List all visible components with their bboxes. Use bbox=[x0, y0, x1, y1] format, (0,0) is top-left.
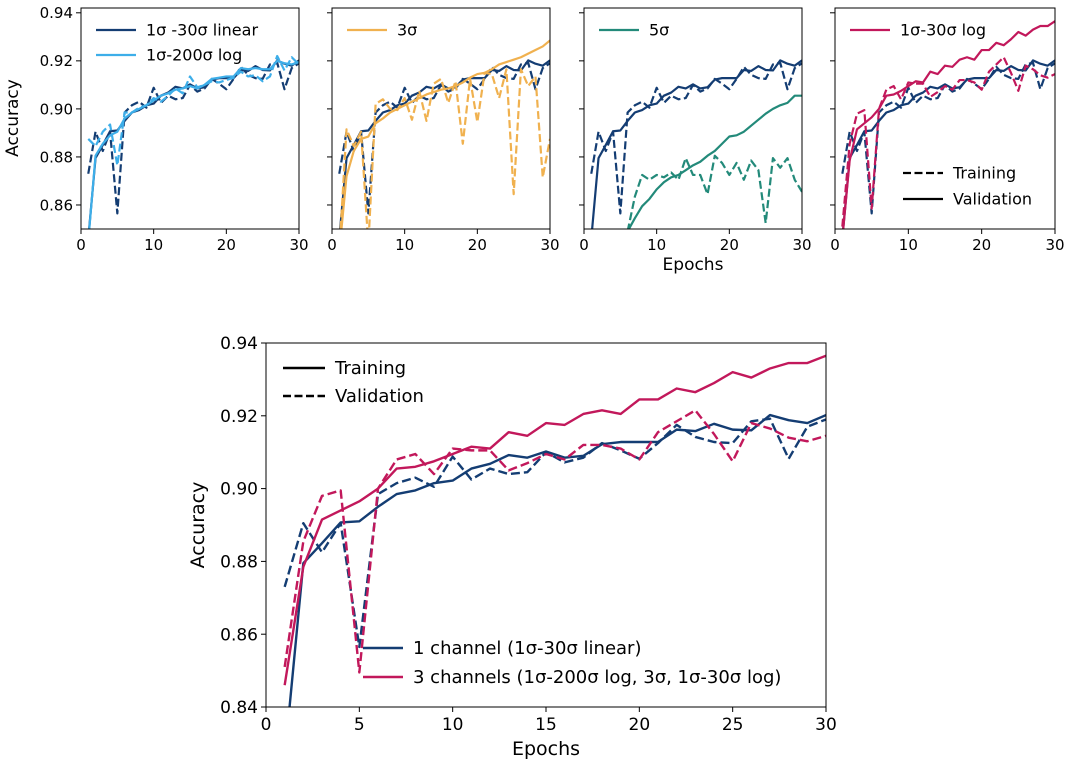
y-tick-label: 0.88 bbox=[220, 553, 258, 573]
y-tick-label: 0.90 bbox=[220, 480, 258, 500]
series-line-3 bbox=[627, 94, 802, 229]
chart-panel-2: 0 10 20 30 3σ bbox=[327, 7, 560, 254]
y-tick-label: 0.92 bbox=[220, 407, 258, 427]
chart-panel-3: 0 10 20 30 Epochs 5σ bbox=[579, 7, 812, 275]
x-axis-label: Epochs bbox=[512, 738, 580, 760]
series-line-4 bbox=[841, 56, 1055, 227]
legend-label: 3 channels (1σ-200σ log, 3σ, 1σ-30σ log) bbox=[413, 667, 781, 688]
legend-label: 1σ-30σ log bbox=[900, 20, 986, 39]
series-line-3 bbox=[88, 59, 299, 229]
chart-panel-5: 0 5 10 15 20 25 30 0.84 0.86 0.88 0.90 0.92 0.94 Accu… bbox=[187, 334, 837, 760]
series-group bbox=[590, 59, 802, 229]
series-group bbox=[841, 20, 1055, 229]
x-tick-label: 30 bbox=[815, 715, 837, 735]
series-line-2 bbox=[590, 61, 802, 215]
y-axis-label: Accuracy bbox=[3, 79, 23, 157]
x-tick-label: 0 bbox=[579, 236, 589, 254]
x-tick-label: 10 bbox=[647, 236, 666, 254]
legend-label: 3σ bbox=[397, 20, 417, 39]
style-legend-label: Training bbox=[952, 163, 1016, 182]
y-axis-label: Accuracy bbox=[187, 482, 209, 569]
series-line-2 bbox=[283, 417, 826, 649]
chart-panel-4: 0 10 20 30 1σ-30σ log Training Validation bbox=[830, 7, 1065, 254]
y-tick-label: 0.92 bbox=[40, 52, 73, 70]
x-tick-label: 10 bbox=[395, 236, 414, 254]
y-tick-label: 0.94 bbox=[220, 334, 258, 354]
x-tick-label: 15 bbox=[535, 715, 557, 735]
x-tick-label: 30 bbox=[289, 236, 308, 254]
x-tick-label: 10 bbox=[144, 236, 163, 254]
x-tick-label: 10 bbox=[899, 236, 918, 254]
series-line-1 bbox=[591, 59, 802, 229]
series-line-1 bbox=[842, 59, 1055, 229]
x-tick-label: 30 bbox=[540, 236, 559, 254]
x-tick-label: 20 bbox=[720, 236, 739, 254]
style-legend-label: Validation bbox=[953, 189, 1032, 208]
y-tick-label: 0.86 bbox=[220, 625, 258, 645]
series-line-3 bbox=[283, 354, 826, 686]
chart-panel-1: 0 10 20 30 0.86 0.88 0.90 0.92 0.94 Accuracy 1σ -3… bbox=[3, 4, 309, 254]
plot-frame bbox=[80, 7, 300, 230]
series-line-1 bbox=[288, 413, 826, 707]
style-legend: Training Validation bbox=[903, 163, 1032, 208]
plot-frame bbox=[834, 7, 1056, 230]
x-tick-label: 20 bbox=[972, 236, 991, 254]
series-line-4 bbox=[87, 54, 299, 167]
x-tick-label: 5 bbox=[354, 715, 365, 735]
x-tick-label: 30 bbox=[792, 236, 811, 254]
series-line-2 bbox=[338, 61, 550, 215]
x-tick-label: 25 bbox=[722, 715, 744, 735]
plot-frame bbox=[331, 7, 551, 230]
series-group bbox=[87, 54, 299, 229]
x-tick-label: 20 bbox=[217, 236, 236, 254]
series-line-3 bbox=[340, 39, 550, 229]
legend: 1σ-30σ log bbox=[850, 20, 986, 39]
style-legend: Training Validation bbox=[283, 358, 424, 407]
series-line-2 bbox=[87, 61, 299, 215]
series-group bbox=[338, 39, 550, 229]
legend: 3σ bbox=[347, 20, 417, 39]
style-legend-label: Training bbox=[334, 358, 406, 379]
x-tick-label: 0 bbox=[261, 715, 272, 735]
y-tick-label: 0.90 bbox=[40, 100, 73, 118]
x-tick-label: 10 bbox=[442, 715, 464, 735]
x-tick-label: 20 bbox=[629, 715, 651, 735]
y-tick-label: 0.88 bbox=[40, 148, 73, 166]
series-line-4 bbox=[283, 409, 826, 674]
series-group bbox=[283, 354, 826, 707]
y-tick-label: 0.94 bbox=[40, 4, 73, 22]
y-tick-label: 0.86 bbox=[40, 196, 73, 214]
x-tick-label: 0 bbox=[76, 236, 86, 254]
legend-label: 1σ -30σ linear bbox=[146, 20, 258, 39]
legend-label: 5σ bbox=[649, 20, 669, 39]
series-line-4 bbox=[339, 68, 550, 229]
legend: 1σ -30σ linear 1σ-200σ log bbox=[96, 20, 258, 64]
style-legend-label: Validation bbox=[335, 386, 424, 407]
x-axis-label: Epochs bbox=[663, 255, 724, 275]
legend: 1 channel (1σ-30σ linear) 3 channels (1σ-… bbox=[363, 638, 781, 688]
plot-frame bbox=[583, 7, 803, 230]
legend-label: 1 channel (1σ-30σ linear) bbox=[413, 638, 641, 659]
series-line-3 bbox=[842, 20, 1055, 229]
x-tick-label: 30 bbox=[1045, 236, 1064, 254]
x-tick-label: 0 bbox=[830, 236, 840, 254]
series-line-4 bbox=[626, 154, 802, 229]
x-tick-label: 20 bbox=[468, 236, 487, 254]
x-tick-label: 0 bbox=[327, 236, 337, 254]
series-line-2 bbox=[841, 61, 1055, 215]
legend: 5σ bbox=[599, 20, 669, 39]
y-tick-label: 0.84 bbox=[220, 698, 258, 718]
legend-label: 1σ-200σ log bbox=[146, 45, 242, 64]
